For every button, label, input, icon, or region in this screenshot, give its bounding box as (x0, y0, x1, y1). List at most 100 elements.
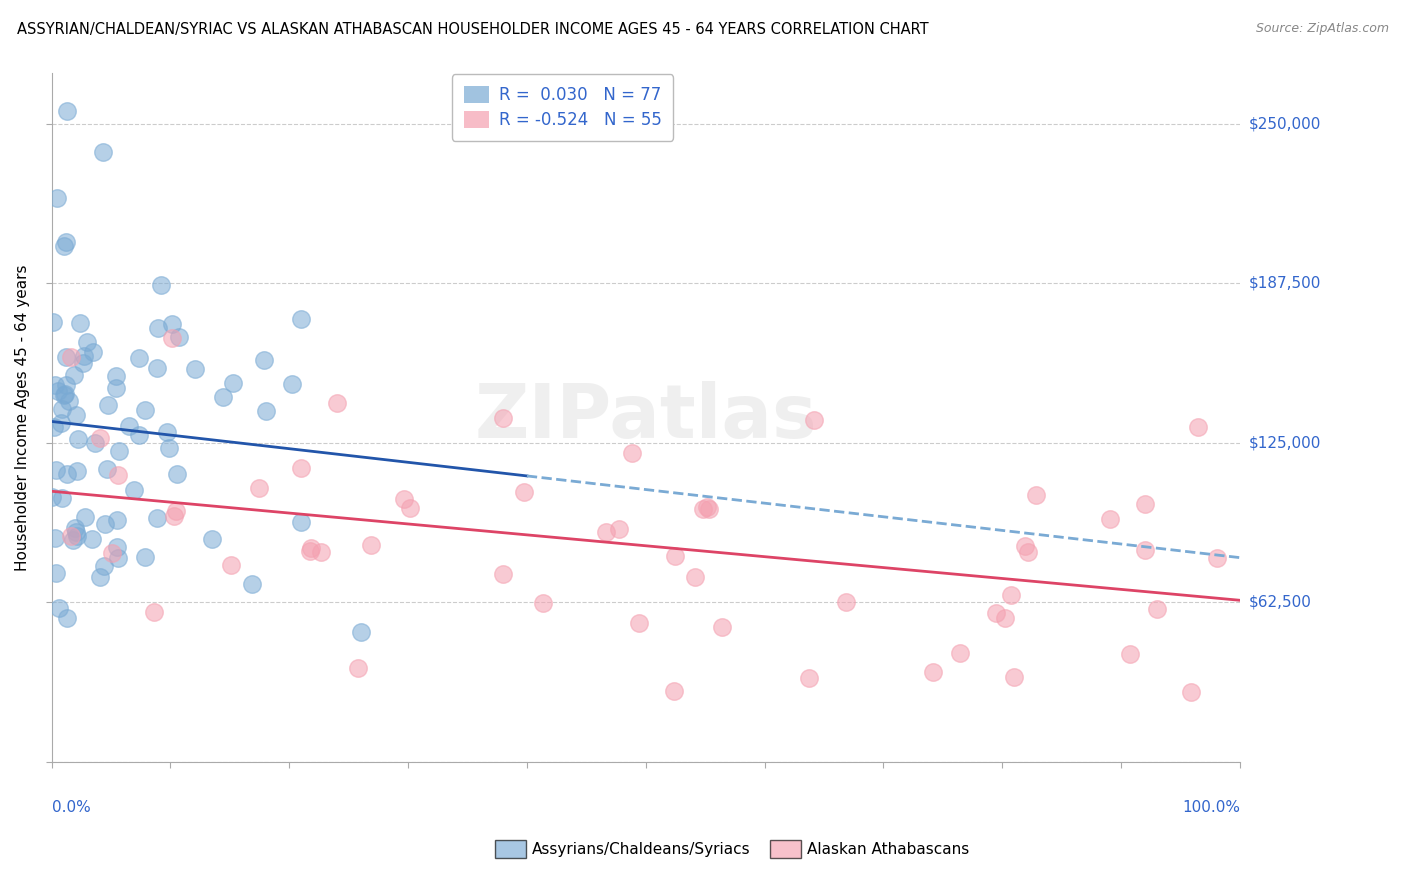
Point (160, 317, 183, 331)
Point (63, 521, 86, 535)
Point (122, 483, 145, 497)
Point (697, 501, 720, 516)
Point (166, 467, 188, 481)
Point (146, 360, 169, 375)
Point (1002, 670, 1025, 684)
Point (298, 544, 321, 558)
Point (299, 541, 322, 555)
Point (96, 462, 118, 476)
Point (492, 411, 515, 425)
Point (392, 492, 415, 507)
Point (69, 316, 91, 330)
Point (134, 550, 156, 565)
Point (63, 368, 86, 383)
Point (254, 404, 277, 418)
Point (101, 546, 124, 560)
Point (1206, 551, 1229, 566)
Point (1014, 539, 1036, 553)
Point (134, 403, 156, 417)
Point (163, 508, 186, 523)
Point (105, 512, 128, 526)
Point (219, 558, 242, 572)
Point (107, 550, 129, 565)
Point (46, 191, 69, 205)
Point (627, 616, 650, 631)
Point (711, 620, 734, 634)
Point (1135, 543, 1157, 558)
Point (52, 238, 75, 252)
Point (44, 377, 66, 392)
Point (128, 351, 150, 365)
Point (664, 549, 686, 563)
Point (157, 442, 180, 456)
Point (46, 384, 69, 398)
Point (66, 464, 89, 478)
Point (67, 432, 90, 446)
Point (1135, 497, 1157, 511)
Point (290, 516, 312, 530)
Point (360, 538, 382, 552)
Point (311, 545, 333, 559)
Point (93, 559, 115, 574)
Point (281, 377, 304, 392)
Point (41, 490, 63, 504)
Point (607, 522, 630, 536)
Point (105, 381, 128, 395)
Point (65, 409, 87, 423)
Point (44, 531, 66, 545)
Point (240, 577, 263, 591)
Point (93, 517, 115, 532)
Point (142, 605, 165, 619)
Point (128, 428, 150, 442)
Point (49, 416, 72, 430)
Point (97, 398, 120, 412)
Point (146, 321, 169, 335)
Point (1025, 488, 1047, 502)
Point (211, 390, 233, 404)
Point (104, 369, 127, 384)
Point (399, 501, 422, 516)
Point (326, 396, 349, 410)
Text: $250,000: $250,000 (1249, 117, 1320, 131)
Point (82, 345, 104, 359)
Point (984, 606, 1007, 620)
Point (89, 570, 111, 584)
Point (56, 104, 79, 119)
Text: $187,500: $187,500 (1249, 276, 1320, 291)
Text: ZIPatlas: ZIPatlas (474, 381, 817, 454)
Text: Assyrians/Chaldeans/Syriacs: Assyrians/Chaldeans/Syriacs (531, 842, 749, 856)
Point (91, 145, 114, 160)
Point (1146, 602, 1168, 616)
Point (105, 541, 128, 555)
Point (118, 419, 141, 434)
Point (84, 435, 107, 450)
Point (56, 611, 79, 625)
Text: 0.0%: 0.0% (52, 799, 90, 814)
Point (162, 331, 184, 345)
Point (201, 532, 224, 546)
Point (108, 444, 131, 458)
Point (165, 503, 187, 517)
Point (620, 446, 643, 460)
Point (60, 350, 83, 364)
Point (835, 595, 858, 609)
Point (55, 351, 77, 365)
Point (52, 388, 75, 402)
Point (55, 235, 77, 250)
Point (73, 510, 96, 524)
Point (290, 311, 312, 326)
Point (797, 671, 820, 685)
Point (51, 491, 73, 505)
Point (60, 528, 83, 542)
Point (696, 500, 718, 515)
Point (167, 330, 190, 344)
Point (692, 502, 714, 516)
Point (290, 461, 312, 475)
Point (993, 611, 1015, 625)
Point (683, 570, 706, 584)
Point (1180, 685, 1202, 699)
Point (349, 624, 371, 639)
Point (66, 528, 89, 542)
Point (89, 432, 111, 446)
Point (492, 567, 515, 582)
